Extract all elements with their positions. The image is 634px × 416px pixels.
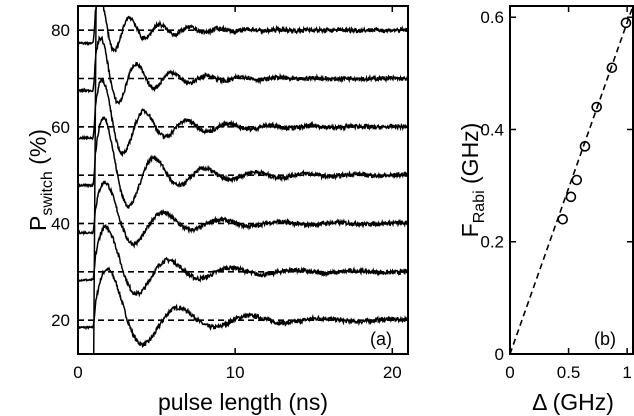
- panel-a-traces: [78, 6, 408, 354]
- panel-b-data-point: [557, 213, 569, 225]
- panel-b-x-axis-title: Δ (GHz): [532, 389, 614, 415]
- panel-a-rabi-oscillations: 0 10 20 20 40 60 80 (a) pulse length (ns) Pswi…: [25, 5, 409, 415]
- panel-a-initial-rise: [92, 6, 97, 354]
- panel-a-y-tick-label: 80: [51, 21, 70, 40]
- panel-b-y-tick-label: 0.4: [480, 120, 504, 139]
- panel-b-y-axis-title-sub: Rabi: [471, 190, 488, 223]
- panel-a-y-tick-label: 40: [51, 215, 70, 234]
- panel-a-x-tick-label: 20: [383, 363, 402, 382]
- panel-a-series-line-30: [78, 223, 408, 298]
- panel-b-y-axis-title: FRabi (GHz): [457, 123, 488, 238]
- panel-b-data-point: [591, 101, 602, 113]
- panel-a-series-line-50: [78, 116, 408, 209]
- panel-a-y-axis-title: Pswitch (%): [25, 129, 56, 231]
- panel-b-x-tick-label: 0.5: [557, 363, 581, 382]
- panel-a-y-axis-title-sub: switch: [39, 171, 56, 215]
- panel-a-y-axis-title-unit: (%): [25, 129, 51, 171]
- panel-b-y-tick-label: 0.6: [480, 8, 504, 27]
- panel-a-x-axis-title: pulse length (ns): [158, 389, 328, 415]
- panel-b-plot-area: [509, 5, 634, 355]
- panel-b-data-point: [579, 141, 591, 152]
- panel-a-x-tick-label: 10: [226, 363, 245, 382]
- panel-b-y-tick-label: 0.2: [480, 233, 504, 252]
- panel-b-x-tick-label: 1: [622, 363, 631, 382]
- panel-a-frame: [77, 5, 409, 355]
- panel-a-series-line-60: [78, 77, 408, 158]
- panel-b-data-point: [606, 62, 618, 74]
- panel-b-data-point: [565, 191, 577, 203]
- panel-a-series-line-20: [78, 266, 408, 348]
- panel-b-data-point: [620, 17, 632, 29]
- panel-b-y-axis-title-main: F: [457, 223, 483, 237]
- panel-b-rabi-frequency: 0 0.5 1 0 0.2 0.4 0.6 (b) Δ (GHz) FRabi (GHz): [457, 5, 634, 415]
- panel-a-series-line-70: [78, 35, 408, 105]
- panel-a-y-tick-label: 20: [51, 311, 70, 330]
- panel-a-ticks: 0 10 20 20 40 60 80: [51, 6, 408, 382]
- panel-b-label: (b): [594, 329, 616, 349]
- panel-a-label: (a): [370, 329, 392, 349]
- panel-b-frame: [509, 5, 634, 355]
- panel-a-y-axis-title-main: P: [25, 216, 51, 231]
- panel-a-series-line-40: [78, 180, 408, 249]
- panel-b-data-point: [571, 174, 583, 186]
- panel-a-plot-area: [78, 6, 408, 354]
- panel-b-x-tick-label: 0: [505, 363, 514, 382]
- panel-b-y-tick-label: 0: [495, 345, 504, 364]
- panel-b-y-axis-title-unit: (GHz): [457, 123, 483, 191]
- panel-b-ticks: 0 0.5 1 0 0.2 0.4 0.6: [480, 6, 633, 382]
- panel-a-series-line-80: [78, 6, 408, 53]
- panel-a-x-tick-label: 0: [73, 363, 82, 382]
- panel-a-y-tick-label: 60: [51, 118, 70, 137]
